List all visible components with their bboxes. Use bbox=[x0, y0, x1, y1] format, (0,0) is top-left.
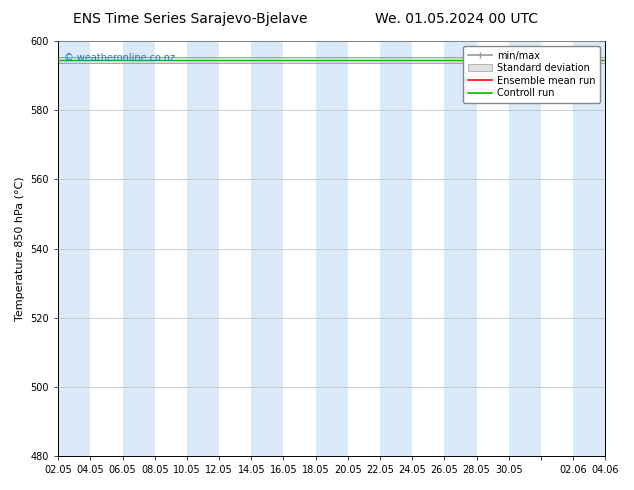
Bar bbox=[508, 41, 541, 456]
Y-axis label: Temperature 850 hPa (°C): Temperature 850 hPa (°C) bbox=[15, 176, 25, 321]
Bar bbox=[187, 41, 219, 456]
Bar bbox=[58, 41, 91, 456]
Bar bbox=[444, 41, 477, 456]
Text: ENS Time Series Sarajevo-Bjelave: ENS Time Series Sarajevo-Bjelave bbox=[73, 12, 307, 26]
Bar bbox=[316, 41, 348, 456]
Bar bbox=[122, 41, 155, 456]
Bar bbox=[573, 41, 605, 456]
Bar bbox=[380, 41, 412, 456]
Bar bbox=[251, 41, 283, 456]
Text: © weatheronline.co.nz: © weatheronline.co.nz bbox=[63, 53, 175, 64]
Legend: min/max, Standard deviation, Ensemble mean run, Controll run: min/max, Standard deviation, Ensemble me… bbox=[463, 46, 600, 103]
Text: We. 01.05.2024 00 UTC: We. 01.05.2024 00 UTC bbox=[375, 12, 538, 26]
